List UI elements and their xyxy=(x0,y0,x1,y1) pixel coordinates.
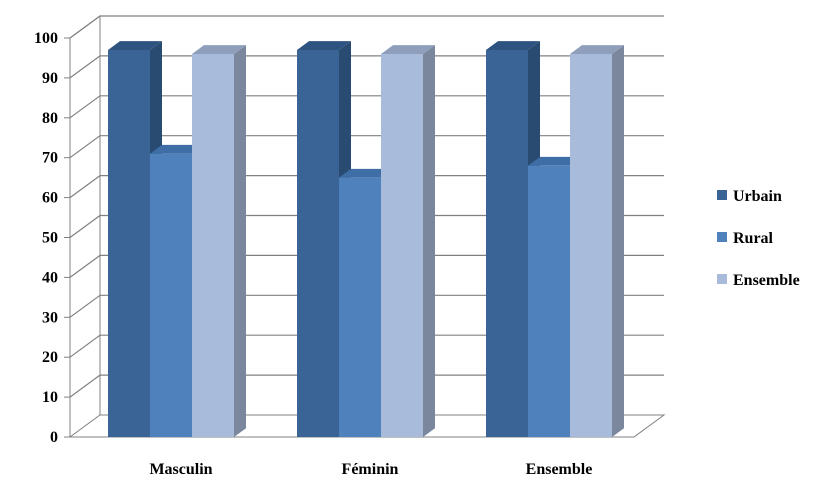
bar-top xyxy=(486,41,540,50)
x-axis-categories: Masculin Féminin Ensemble xyxy=(149,461,592,478)
bar-side xyxy=(612,45,624,437)
y-tick-label: 70 xyxy=(42,150,58,167)
legend-item-rural: Rural xyxy=(717,230,774,247)
gridline xyxy=(69,15,664,39)
bar-ensemble-0 xyxy=(192,45,246,438)
bars xyxy=(108,41,624,438)
y-tick-label: 80 xyxy=(42,110,58,127)
legend-swatch xyxy=(717,190,727,200)
gridline xyxy=(69,135,664,159)
bar-front xyxy=(528,165,570,437)
bar-top xyxy=(297,41,351,50)
gridline xyxy=(69,294,664,318)
legend-label: Urbain xyxy=(733,188,782,205)
floor xyxy=(68,414,666,438)
legend: Urbain Rural Ensemble xyxy=(717,188,800,289)
legend-label: Rural xyxy=(733,230,774,247)
bar-top xyxy=(192,45,246,54)
y-tick-label: 90 xyxy=(42,70,58,87)
x-category-label: Masculin xyxy=(149,461,212,478)
bar-front xyxy=(486,49,528,437)
bar-front xyxy=(297,49,339,437)
bar-top xyxy=(570,45,624,54)
y-tick-label: 50 xyxy=(42,230,58,247)
gridline xyxy=(69,55,664,79)
gridline xyxy=(69,254,664,278)
gridline xyxy=(69,214,664,238)
legend-label: Ensemble xyxy=(733,272,800,289)
legend-item-urbain: Urbain xyxy=(717,188,782,205)
y-axis-ticks: 0 10 20 30 40 50 60 70 80 90 100 xyxy=(34,30,70,446)
legend-swatch xyxy=(717,232,727,242)
gridlines xyxy=(69,15,664,398)
bar-top xyxy=(150,144,204,154)
gridline xyxy=(69,334,664,358)
bar-side xyxy=(234,45,246,437)
bar-top xyxy=(339,168,393,178)
x-category-label: Ensemble xyxy=(526,461,593,478)
y-tick-label: 40 xyxy=(42,269,58,286)
bar-side xyxy=(423,45,435,437)
y-tick-label: 30 xyxy=(42,309,58,326)
x-category-label: Féminin xyxy=(342,461,399,478)
bar-ensemble-1 xyxy=(381,45,435,438)
bar-front xyxy=(108,49,150,437)
bar-front xyxy=(339,177,381,437)
y-tick-label: 10 xyxy=(42,389,58,406)
legend-item-ensemble: Ensemble xyxy=(717,272,800,289)
y-tick-label: 60 xyxy=(42,190,58,207)
gridline xyxy=(69,175,664,199)
bar-front xyxy=(381,53,423,438)
gridline xyxy=(69,374,664,398)
y-tick-label: 0 xyxy=(50,429,58,446)
bar-top xyxy=(381,45,435,54)
y-tick-label: 20 xyxy=(42,349,58,366)
bar-ensemble-2 xyxy=(570,45,624,438)
bar-top xyxy=(528,156,582,166)
legend-swatch xyxy=(717,274,727,284)
y-tick-label: 100 xyxy=(34,30,58,47)
bar-top xyxy=(108,41,162,50)
gridline xyxy=(69,95,664,119)
bar-front xyxy=(150,153,192,437)
bar-front xyxy=(192,53,234,438)
bar-front xyxy=(570,53,612,438)
